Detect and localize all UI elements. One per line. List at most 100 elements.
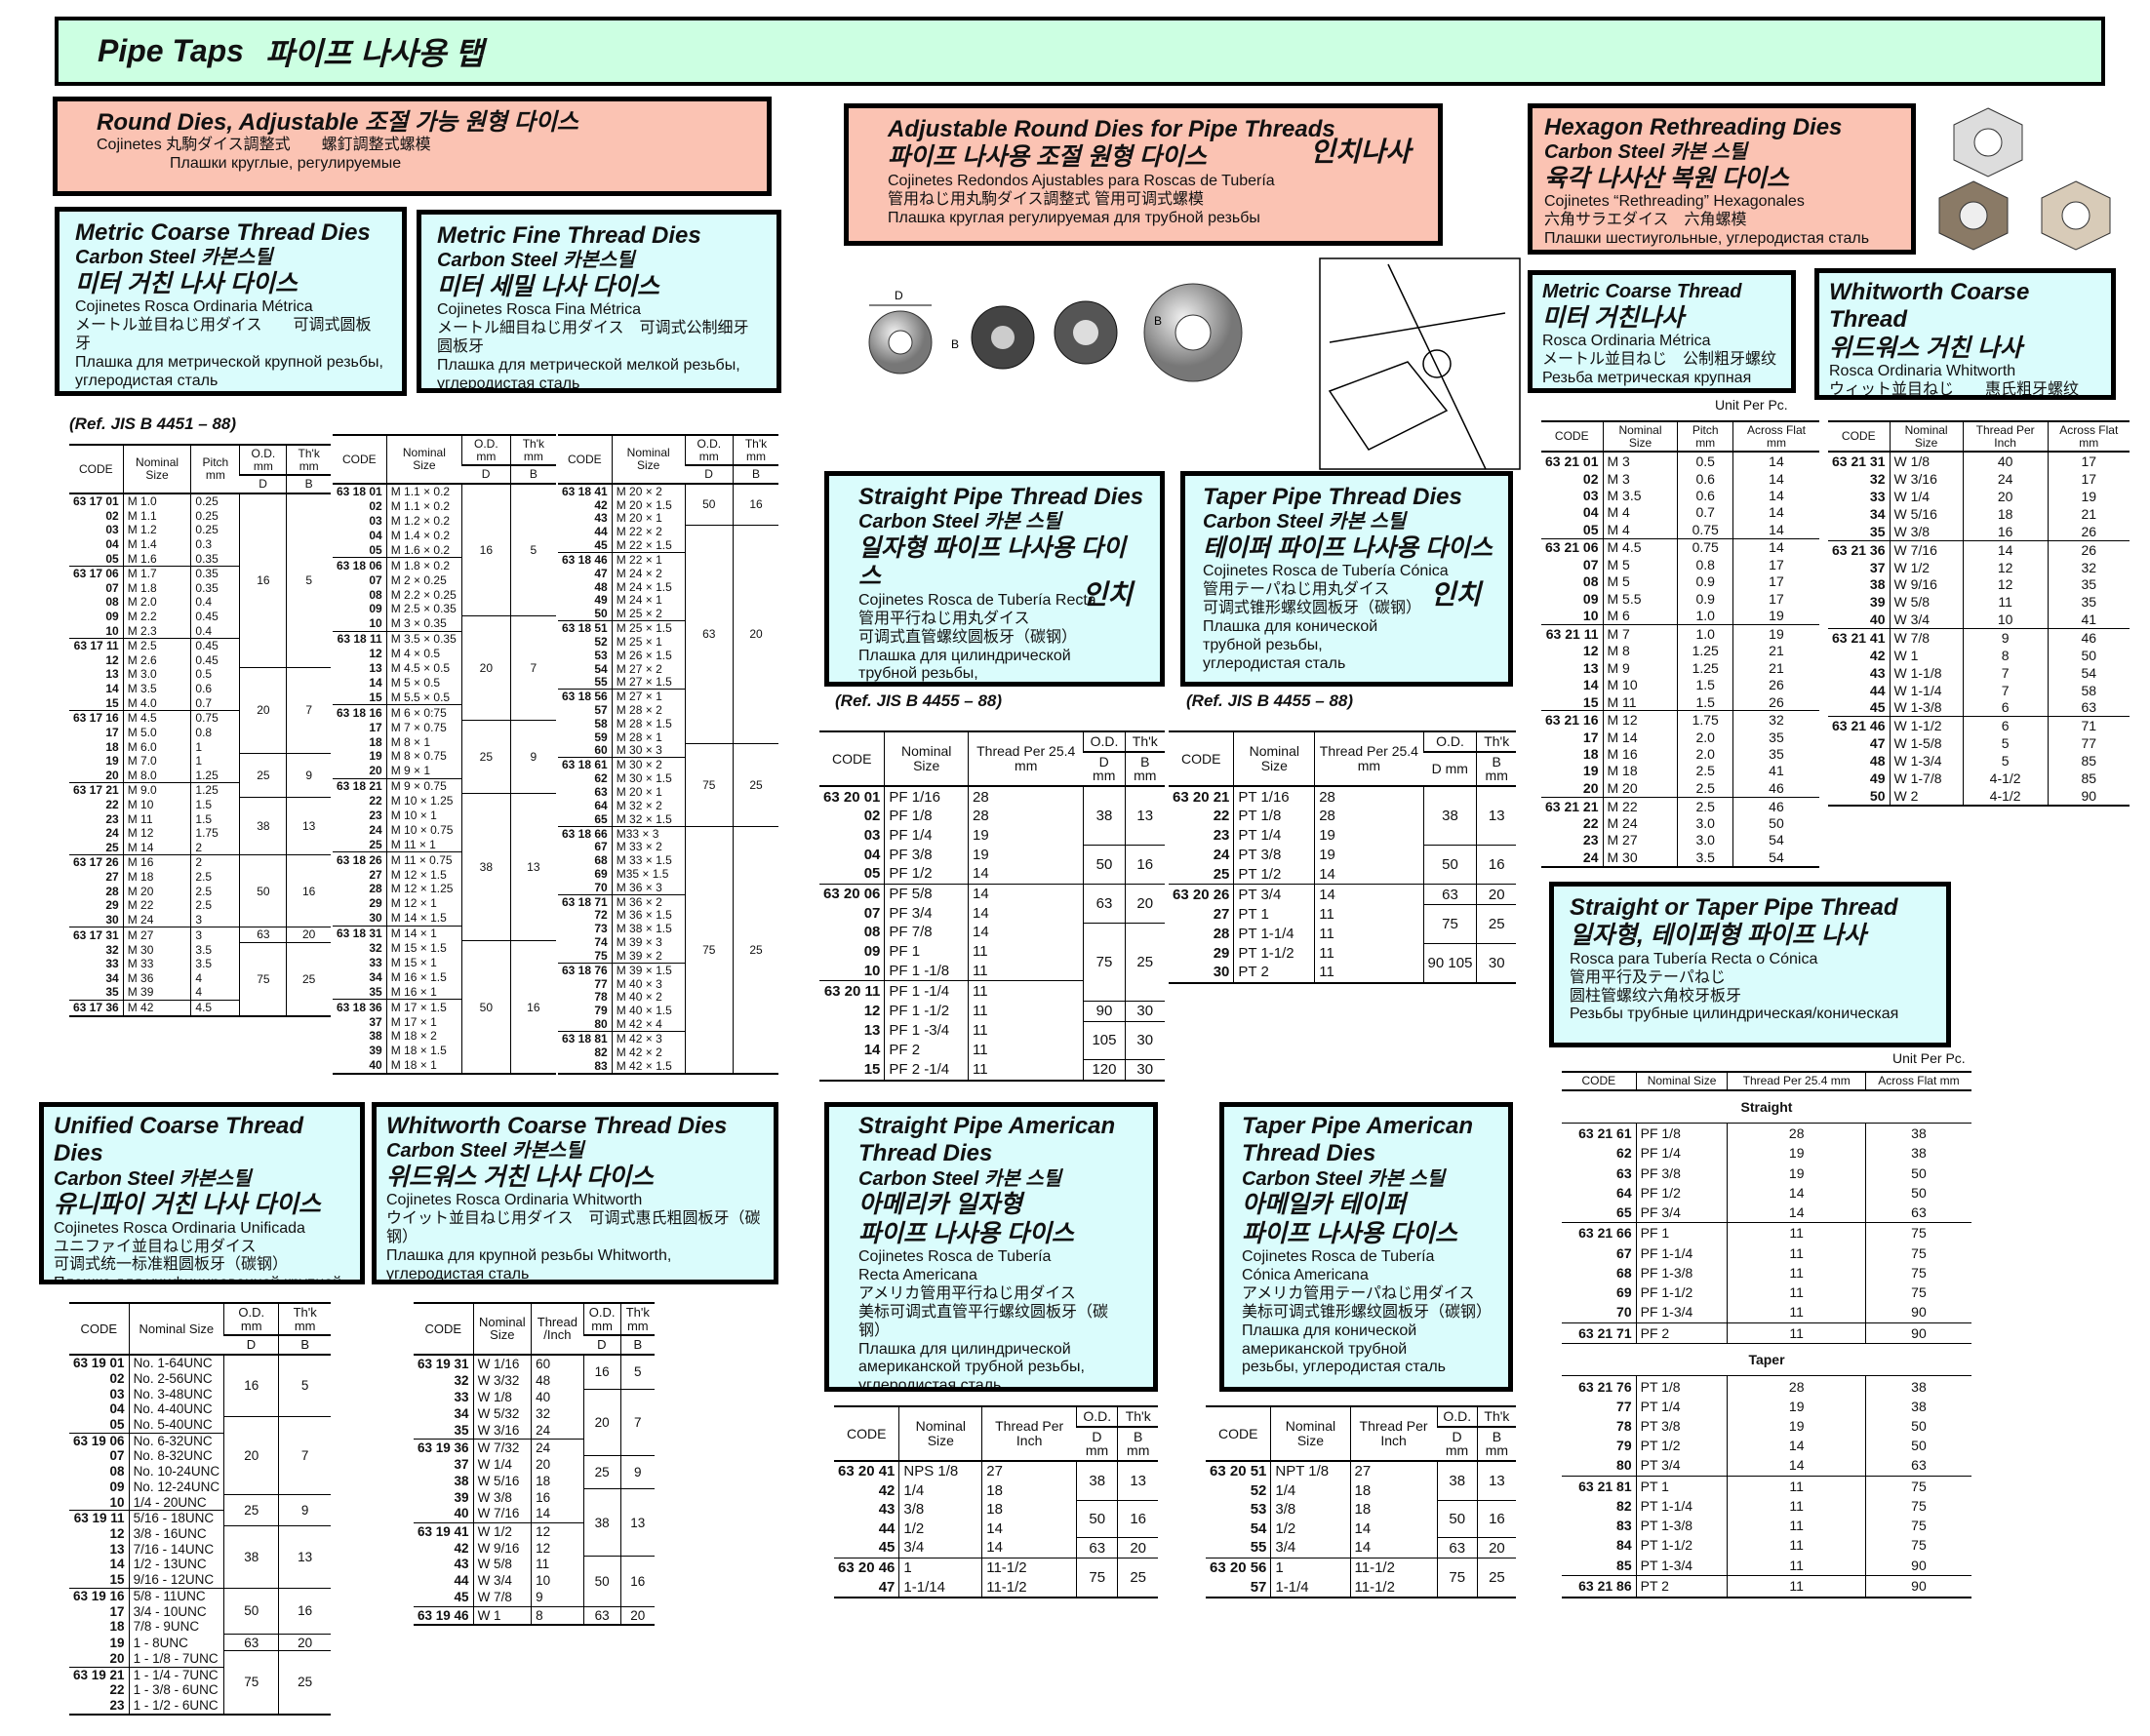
header-line-body: Cojinetes Redondos Ajustables para Rosca… xyxy=(888,172,1275,189)
table-cell: 2.5 xyxy=(190,897,240,913)
table-cell-merged: 20 xyxy=(1476,884,1516,905)
table-cell: 20 xyxy=(531,1455,584,1473)
item-code: 63 17 36 xyxy=(69,999,124,1016)
table-cell: 17 xyxy=(2047,451,2130,471)
header-line-steel: Carbon Steel 카본 스틸 xyxy=(858,511,1062,533)
item-code: 63 19 36 xyxy=(414,1438,474,1456)
table-cell: M 22 xyxy=(1602,796,1678,815)
table-row: 63 18 31 M 14 × 1 xyxy=(333,925,556,941)
table-cell: 1.25 xyxy=(190,782,240,798)
table-cell: M 17 × 1 xyxy=(385,1014,462,1029)
item-code: 22 xyxy=(1213,808,1230,825)
table-cell: M 42 × 1.5 xyxy=(611,1058,686,1074)
column-header: Nominal Size xyxy=(1270,1406,1350,1463)
header-line-body: 可调式直管螺纹圆板牙（碳钢） xyxy=(858,628,1078,646)
item-code: 63 18 01 xyxy=(333,483,387,499)
table-cell: 0.75 xyxy=(1677,537,1733,557)
column-header: CODE xyxy=(69,1303,130,1356)
table-row: 13 M 9 1.25 21 xyxy=(1541,659,1819,677)
table-row: 18 M 6.0 1 xyxy=(69,739,331,754)
table-row: 64 PF 1/2 14 50 xyxy=(1562,1182,1971,1203)
table-cell: M 22 × 1 xyxy=(611,551,686,567)
table-row: 50 M 25 × 2 xyxy=(558,607,778,621)
table-cell: 11 xyxy=(968,1040,1084,1060)
table-cell: PT 1 xyxy=(1233,904,1315,925)
table-row: 63 19 31 W 1/16 60 16 5 xyxy=(414,1354,655,1390)
item-code: 22 xyxy=(105,797,119,811)
item-code: 45 xyxy=(1869,699,1886,716)
table-cell: M 1.1 × 0.2 xyxy=(385,483,462,499)
table-cell-merged: 50 xyxy=(684,483,734,526)
table-row: 04 No. 4-40UNC xyxy=(69,1401,331,1417)
table-cell: 63 xyxy=(1864,1455,1971,1477)
item-code: 63 18 31 xyxy=(333,925,387,941)
table-cell-merged: 20 xyxy=(582,1388,621,1456)
table-cell: 5 xyxy=(1962,752,2049,769)
table-cell: M 3 × 0.35 xyxy=(385,615,462,632)
item-code: 32 xyxy=(105,942,119,957)
item-code: 09 xyxy=(863,943,881,961)
item-code: 84 xyxy=(1616,1537,1632,1554)
table-row: 07 PF 3/4 14 xyxy=(819,903,1165,924)
item-code: 13 xyxy=(1582,659,1599,676)
item-code: 85 xyxy=(1616,1557,1632,1573)
table-row: 04 M 1.4 0.3 xyxy=(69,536,331,552)
table-cell-merged: 30 xyxy=(1124,1020,1165,1060)
item-code: 15 xyxy=(369,690,382,704)
table-cell: 14 xyxy=(1349,1519,1438,1538)
table-row: 82 PT 1-1/4 11 75 xyxy=(1562,1496,1971,1517)
item-code: 13 xyxy=(863,1022,881,1040)
table-cell: 40 xyxy=(1962,451,2049,471)
table-row: 67 M 33 × 2 xyxy=(558,840,778,854)
header-line-body: Cojinetes Rosca Ordinaria Unificada xyxy=(54,1219,305,1237)
item-code: 44 xyxy=(454,1573,469,1589)
page-title: Pipe Taps xyxy=(98,33,244,68)
item-code: 34 xyxy=(369,969,382,984)
header-line-body: Резьбы трубные цилиндрическая/коническая xyxy=(1570,1006,1899,1023)
table-cell: No. 10-24UNC xyxy=(128,1464,224,1480)
table-cell: M 3.5 xyxy=(122,681,191,696)
table-cell-merged: 20 xyxy=(286,927,331,943)
table-row: 63 21 66 PF 1 11 75 xyxy=(1562,1222,1971,1243)
table-cell: M 27 xyxy=(122,927,191,943)
table-cell: PF 2 -1/4 xyxy=(884,1059,969,1081)
table-row: 22 M 10 1.5 38 13 xyxy=(69,797,331,855)
table-row: 74 M 39 × 3 xyxy=(558,935,778,949)
table-cell: 50 xyxy=(2047,646,2130,664)
table-cell-merged: 38 xyxy=(461,793,511,941)
table-cell: M 11 xyxy=(1602,692,1678,711)
table-row: 43 W 5/8 11 50 16 xyxy=(414,1556,655,1607)
table-cell: M 27 × 1.5 xyxy=(611,675,686,690)
table-row: 07 No. 8-32UNC xyxy=(69,1448,331,1465)
header-line-ko: 유니파이 거친 나사 다이스 xyxy=(54,1191,321,1219)
table-cell: 9 xyxy=(1962,628,2049,647)
header-line-body: Плашка для конической xyxy=(1242,1322,1417,1339)
column-header: Nominal Size xyxy=(884,731,969,788)
column-header: CODE xyxy=(1562,1072,1637,1091)
table-cell: W 1-3/4 xyxy=(1889,752,1964,769)
table-cell-merged: 50 xyxy=(1422,845,1477,885)
table-cell-merged: 5 xyxy=(509,483,556,616)
table-row: 69 PF 1-1/2 11 75 xyxy=(1562,1282,1971,1303)
table-cell: 7/16 - 14UNC xyxy=(128,1541,224,1558)
header-line-body: Плашка для цилиндрической xyxy=(858,1340,1071,1358)
header-line-steel: Carbon Steel 카본스틸 xyxy=(54,1167,252,1190)
table-cell: M 1.6 × 0.2 xyxy=(385,542,462,558)
item-code: 50 xyxy=(1869,787,1886,804)
table-cell: 75 xyxy=(1864,1262,1971,1282)
item-code: 14 xyxy=(1582,677,1599,693)
table-cell: 5/16 - 18UNC xyxy=(128,1510,224,1526)
table-cell: PT 1/4 xyxy=(1233,825,1315,846)
table-cell: 11 xyxy=(1962,593,2049,612)
table-row: 83 M 42 × 1.5 xyxy=(558,1058,778,1074)
table-cell: 1.25 xyxy=(190,768,240,783)
table-row: 02 No. 2-56UNC xyxy=(69,1370,331,1387)
table-cell: W 1/8 xyxy=(1889,451,1964,471)
table-cell: PF 3/4 xyxy=(1635,1202,1728,1223)
round-die-icon xyxy=(971,305,1035,370)
item-code: 07 xyxy=(105,580,119,595)
table-cell: 46 xyxy=(1732,796,1819,815)
table-cell: 3/8 xyxy=(1270,1500,1350,1519)
item-code: 63 18 56 xyxy=(558,689,613,704)
column-header: Thread /Inch xyxy=(531,1303,584,1356)
